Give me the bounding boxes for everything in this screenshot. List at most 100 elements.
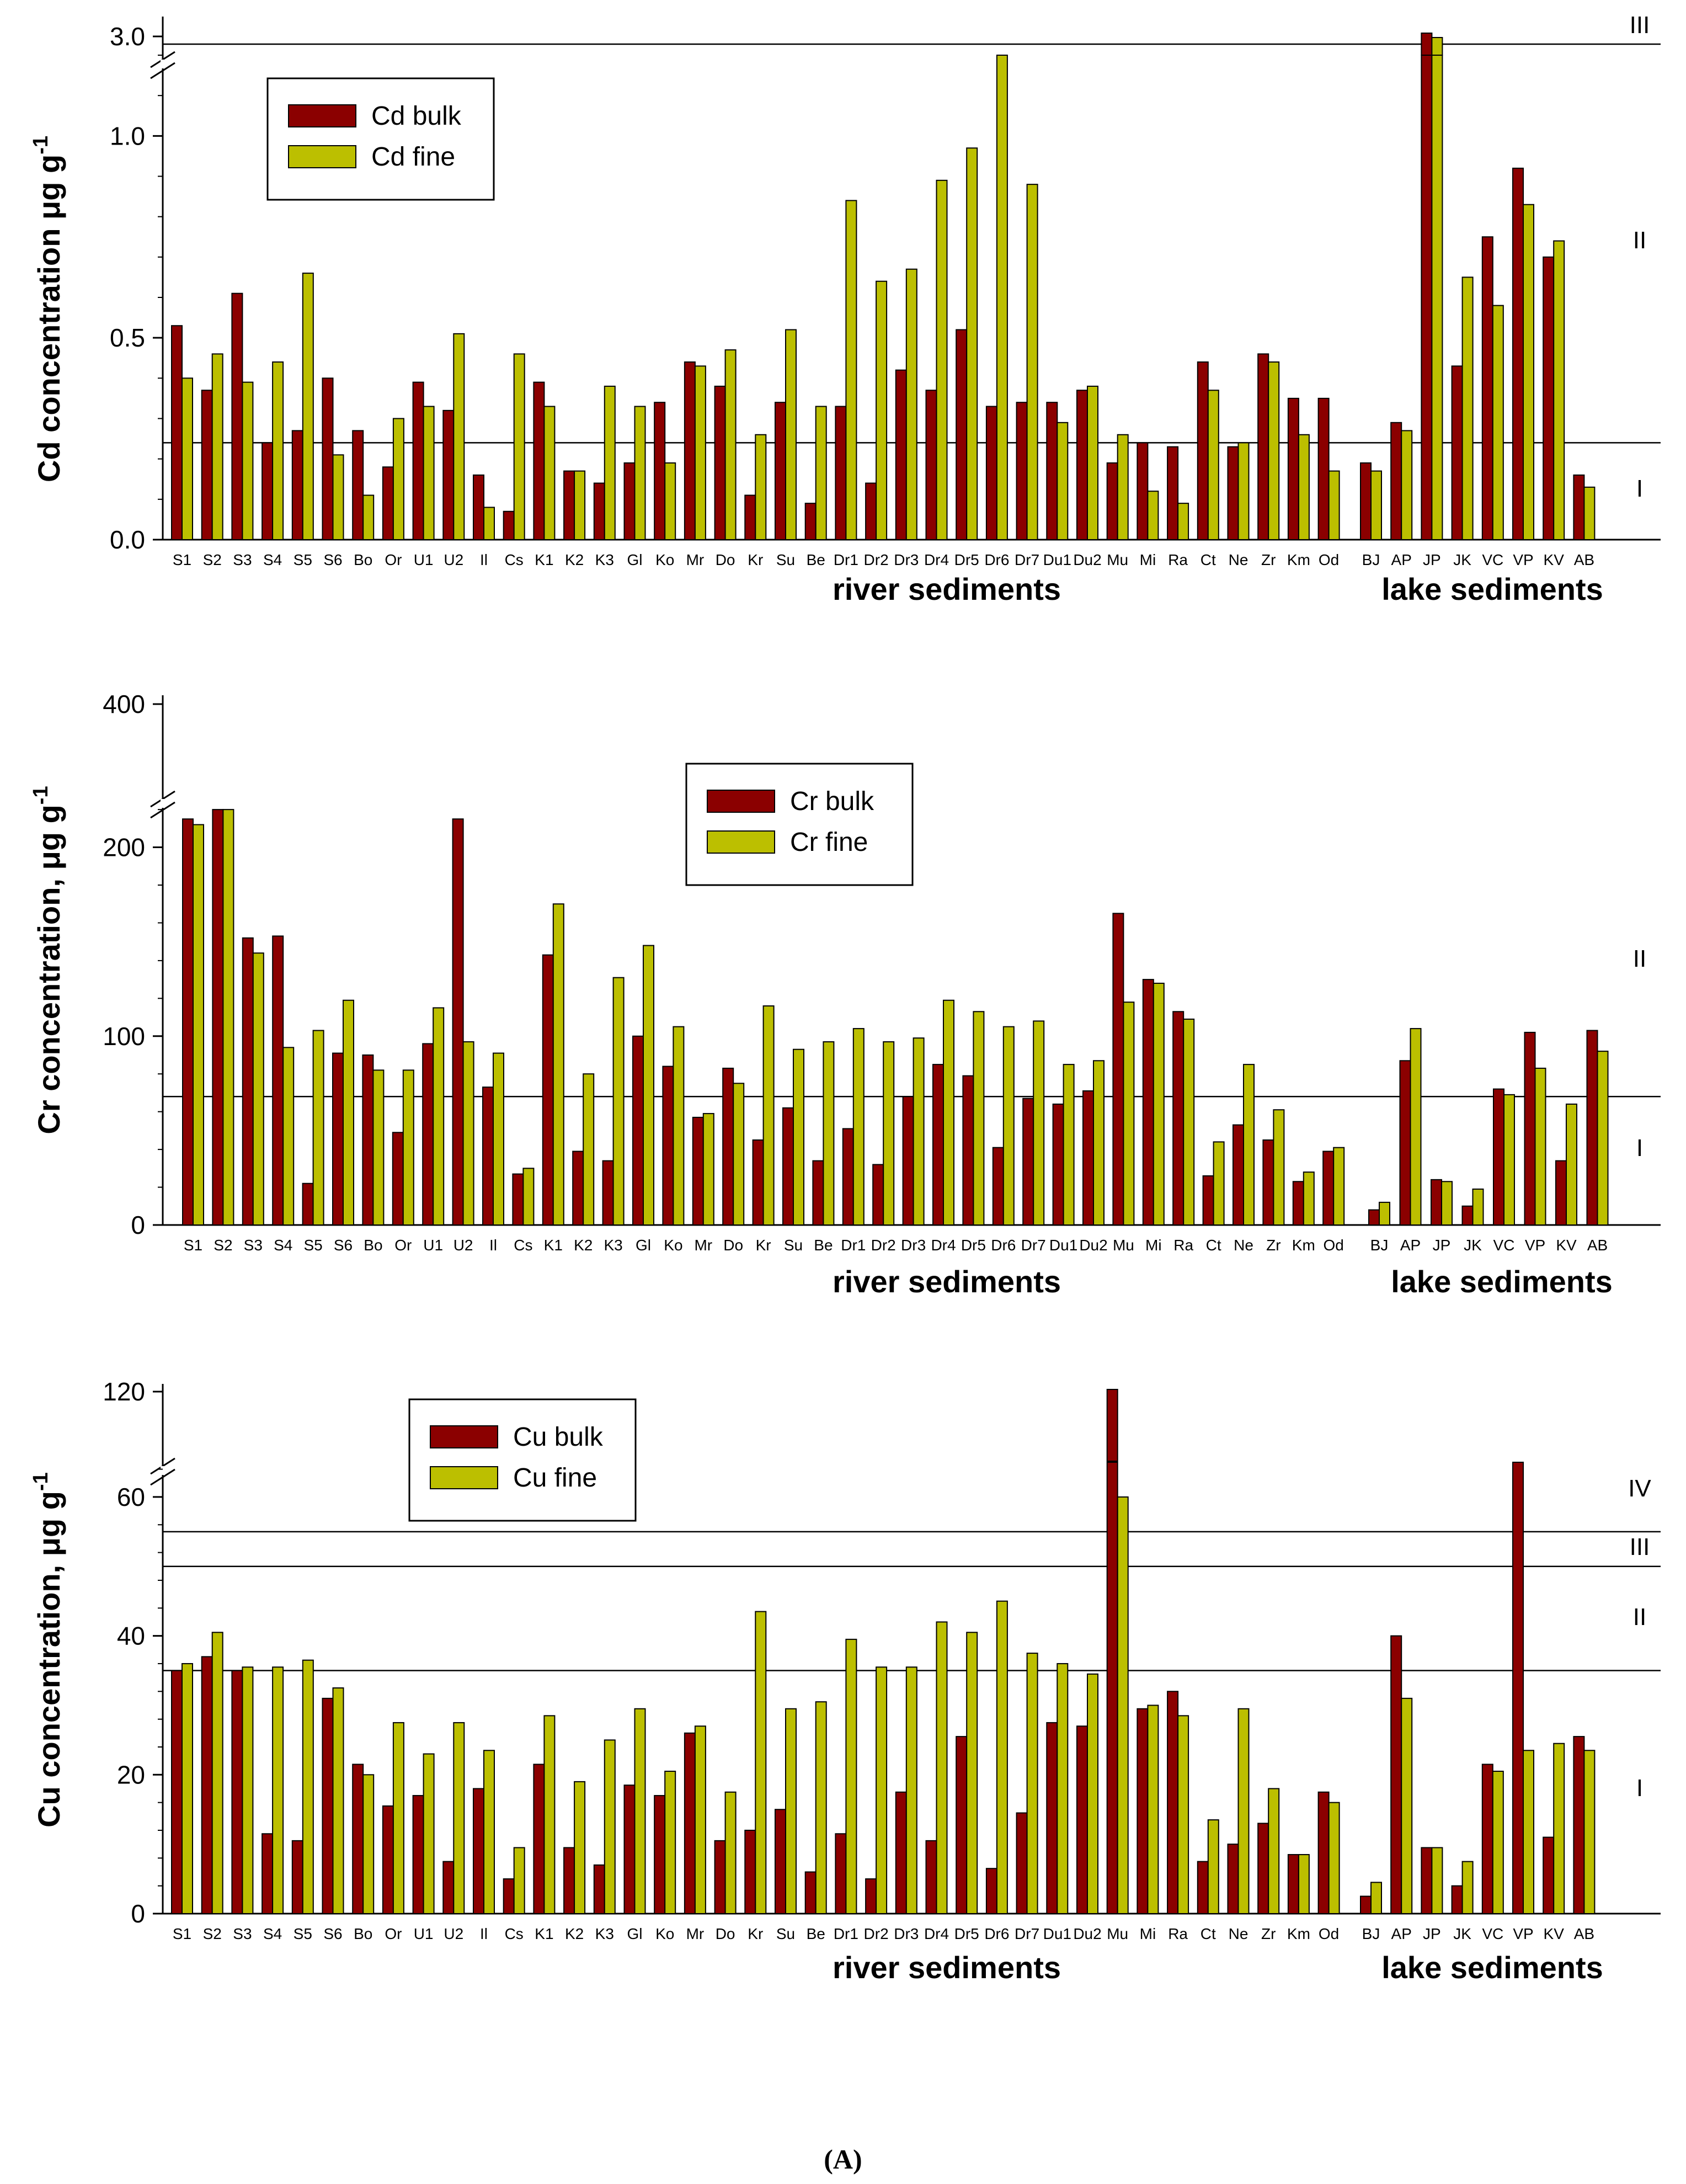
bar-fine-JP bbox=[1432, 55, 1442, 540]
bar-bulk-Ct bbox=[1198, 362, 1208, 540]
bar-bulk-JK bbox=[1463, 1206, 1473, 1225]
bar-fine-Mu bbox=[1118, 435, 1128, 540]
bar-bulk-Su bbox=[775, 1809, 786, 1914]
bar-fine-Kr bbox=[755, 435, 766, 540]
bar-fine-Dr2 bbox=[876, 1667, 887, 1914]
bar-bulk-Ct bbox=[1198, 1862, 1208, 1914]
bar-bulk-K1 bbox=[533, 382, 544, 540]
legend-swatch bbox=[707, 790, 775, 812]
x-tick-label-JP: JP bbox=[1423, 1925, 1441, 1942]
bar-bulk-K1 bbox=[533, 1764, 544, 1914]
bar-fine-Ko bbox=[665, 1771, 675, 1914]
x-tick-label-Dr5: Dr5 bbox=[954, 1925, 979, 1942]
bar-bulk-S3 bbox=[232, 1671, 242, 1914]
bar-bulk-Su bbox=[783, 1108, 793, 1225]
bar-fine-Dr3 bbox=[906, 269, 917, 540]
x-tick-label-K2: K2 bbox=[565, 551, 584, 568]
bar-bulk-K1 bbox=[543, 955, 553, 1225]
bar-fine-K1 bbox=[544, 407, 554, 540]
x-tick-label-S3: S3 bbox=[233, 1925, 252, 1942]
x-tick-label-BJ: BJ bbox=[1370, 1237, 1389, 1254]
bar-bulk-S2 bbox=[202, 390, 212, 540]
class-label-II: II bbox=[1633, 1604, 1646, 1631]
x-tick-label-Be: Be bbox=[814, 1237, 833, 1254]
bar-bulk-AP bbox=[1391, 423, 1401, 540]
x-tick-label-Dr4: Dr4 bbox=[931, 1237, 956, 1254]
x-tick-label-Bo: Bo bbox=[354, 551, 372, 568]
x-tick-label-S2: S2 bbox=[203, 1925, 222, 1942]
x-tick-label-K2: K2 bbox=[574, 1237, 593, 1254]
y-axis-label-cr: Cr concentration, μg g-1 bbox=[29, 786, 66, 1134]
bar-bulk-S3 bbox=[232, 294, 242, 540]
bar-bulk-U1 bbox=[423, 1043, 433, 1225]
bar-fine-S2 bbox=[223, 809, 233, 1225]
bar-bulk-Ra bbox=[1167, 447, 1178, 540]
bar-fine-S1 bbox=[193, 824, 204, 1225]
bar-fine-Be bbox=[816, 1702, 826, 1914]
bar-fine-AB bbox=[1584, 1750, 1594, 1914]
bar-bulk-Dr2 bbox=[866, 483, 876, 540]
x-tick-label-Ct: Ct bbox=[1206, 1237, 1221, 1254]
x-tick-label-Mi: Mi bbox=[1145, 1237, 1162, 1254]
bar-bulk-Dr5 bbox=[956, 1736, 967, 1914]
y-tick-label: 0 bbox=[131, 1211, 145, 1239]
bar-fine-Ra bbox=[1178, 503, 1188, 540]
bar-fine-KV bbox=[1554, 241, 1564, 540]
bar-fine-K2 bbox=[574, 1782, 585, 1914]
bar-fine-S4 bbox=[273, 362, 283, 540]
legend-entry: Cu bulk bbox=[513, 1423, 604, 1452]
bar-bulk-Ko bbox=[654, 1796, 665, 1914]
bar-bulk-Dr4 bbox=[926, 390, 937, 540]
x-tick-label-Dr3: Dr3 bbox=[894, 1925, 919, 1942]
x-tick-label-S5: S5 bbox=[303, 1237, 322, 1254]
bar-fine-Dr4 bbox=[937, 180, 947, 540]
legend-cd: Cd bulkCd fine bbox=[268, 78, 494, 200]
bar-bulk-U2 bbox=[443, 1862, 453, 1914]
bar-bulk-S5 bbox=[292, 430, 303, 540]
x-tick-label-BJ: BJ bbox=[1362, 1925, 1380, 1942]
y-tick-label: 0.5 bbox=[110, 323, 145, 352]
bar-fine-Ko bbox=[665, 463, 675, 540]
x-tick-label-Or: Or bbox=[394, 1237, 412, 1254]
x-tick-label-Ct: Ct bbox=[1201, 551, 1216, 568]
x-tick-label-S4: S4 bbox=[274, 1237, 292, 1254]
x-tick-label-Kr: Kr bbox=[748, 551, 763, 568]
bar-bulk-Od bbox=[1323, 1152, 1333, 1225]
bar-fine-Dr3 bbox=[906, 1667, 917, 1914]
legend-cu: Cu bulk Cu fine bbox=[409, 1399, 636, 1521]
x-tick-label-Dr4: Dr4 bbox=[924, 551, 949, 568]
bar-bulk-K2 bbox=[564, 471, 574, 540]
group-label: river sediments bbox=[833, 572, 1061, 606]
x-tick-label-Dr6: Dr6 bbox=[991, 1237, 1016, 1254]
bar-bulk-Du2 bbox=[1077, 1726, 1087, 1914]
legend-box bbox=[686, 764, 913, 885]
bar-fine-Ct bbox=[1208, 1820, 1219, 1914]
bar-bulk-VP bbox=[1525, 1032, 1535, 1225]
bar-fine-Dr7 bbox=[1027, 184, 1038, 540]
x-tick-label-Du2: Du2 bbox=[1073, 1925, 1101, 1942]
y-tick-label: 60 bbox=[117, 1483, 145, 1511]
bar-bulk-Ra bbox=[1167, 1691, 1178, 1914]
x-tick-label-Su: Su bbox=[776, 1925, 795, 1942]
x-tick-label-U2: U2 bbox=[453, 1237, 473, 1254]
x-tick-label-K1: K1 bbox=[535, 551, 553, 568]
bar-bulk-Be bbox=[805, 1872, 816, 1914]
x-tick-label-Kr: Kr bbox=[756, 1237, 771, 1254]
y-axis-label-cd: Cd concentration μg g-1 bbox=[29, 136, 66, 482]
bar-bulk-AB bbox=[1587, 1031, 1598, 1225]
bar-bulk-Mr bbox=[685, 1733, 695, 1914]
bar-fine-S6 bbox=[343, 1000, 354, 1225]
bar-bulk-Dr2 bbox=[873, 1164, 883, 1225]
bar-fine-VC bbox=[1493, 306, 1503, 540]
bar-fine-S5 bbox=[303, 273, 313, 540]
x-tick-label-Or: Or bbox=[385, 551, 402, 568]
x-tick-label-K3: K3 bbox=[604, 1237, 622, 1254]
bar-fine-Du1 bbox=[1057, 1664, 1068, 1914]
bar-bulk-U1 bbox=[413, 1796, 424, 1914]
bar-fine-S5 bbox=[303, 1660, 313, 1914]
x-tick-label-Du1: Du1 bbox=[1043, 1925, 1071, 1942]
bar-fine-Kr bbox=[764, 1006, 774, 1225]
bar-bulk-Dr6 bbox=[986, 1868, 997, 1914]
bar-fine-Kr bbox=[755, 1612, 766, 1914]
bar-fine-Ra bbox=[1178, 1716, 1188, 1914]
